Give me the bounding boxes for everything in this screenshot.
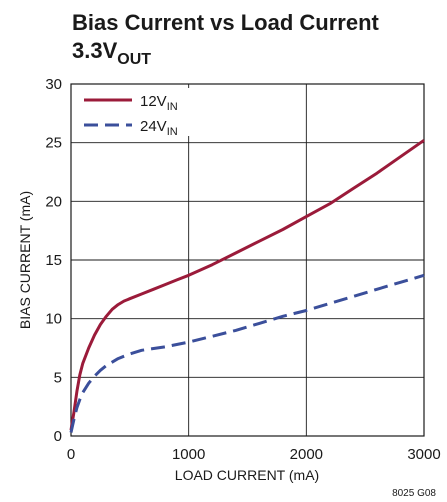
legend-label-24vin: 24VIN	[140, 118, 178, 138]
grid	[71, 84, 424, 436]
x-tick-label-0: 0	[67, 446, 75, 463]
y-tick-label-5: 5	[54, 369, 62, 386]
x-tick-label-3000: 3000	[407, 446, 440, 463]
y-tick-label-20: 20	[45, 193, 62, 210]
x-tick-label-2000: 2000	[290, 446, 323, 463]
y-tick-label-10: 10	[45, 311, 62, 328]
y-axis-ticks: 0 5 10 15 20 25 30	[45, 76, 62, 445]
legend-label-12vin: 12VIN	[140, 93, 178, 113]
x-axis-ticks: 0 1000 2000 3000	[67, 446, 441, 463]
series-line-12vin	[69, 139, 425, 431]
y-tick-label-30: 30	[45, 76, 62, 93]
chart-subtitle: 3.3VOUT	[72, 38, 151, 68]
plot-frame	[70, 83, 425, 437]
figure-code: 8025 G08	[392, 488, 436, 499]
y-tick-label-15: 15	[45, 252, 62, 269]
chart-subtitle-sub: OUT	[117, 51, 151, 68]
y-tick-label-25: 25	[45, 135, 62, 152]
y-axis-label: BIAS CURRENT (mA)	[17, 191, 33, 329]
chart-subtitle-main: 3.3V	[72, 38, 118, 63]
series-line-24vin	[69, 273, 425, 433]
series-group	[69, 139, 425, 433]
x-axis-label: LOAD CURRENT (mA)	[175, 467, 319, 483]
x-tick-label-1000: 1000	[172, 446, 205, 463]
chart-title: Bias Current vs Load Current	[72, 10, 380, 35]
legend: 12VIN 24VIN	[78, 88, 202, 138]
legend-background	[78, 88, 202, 136]
y-tick-label-0: 0	[54, 428, 62, 445]
